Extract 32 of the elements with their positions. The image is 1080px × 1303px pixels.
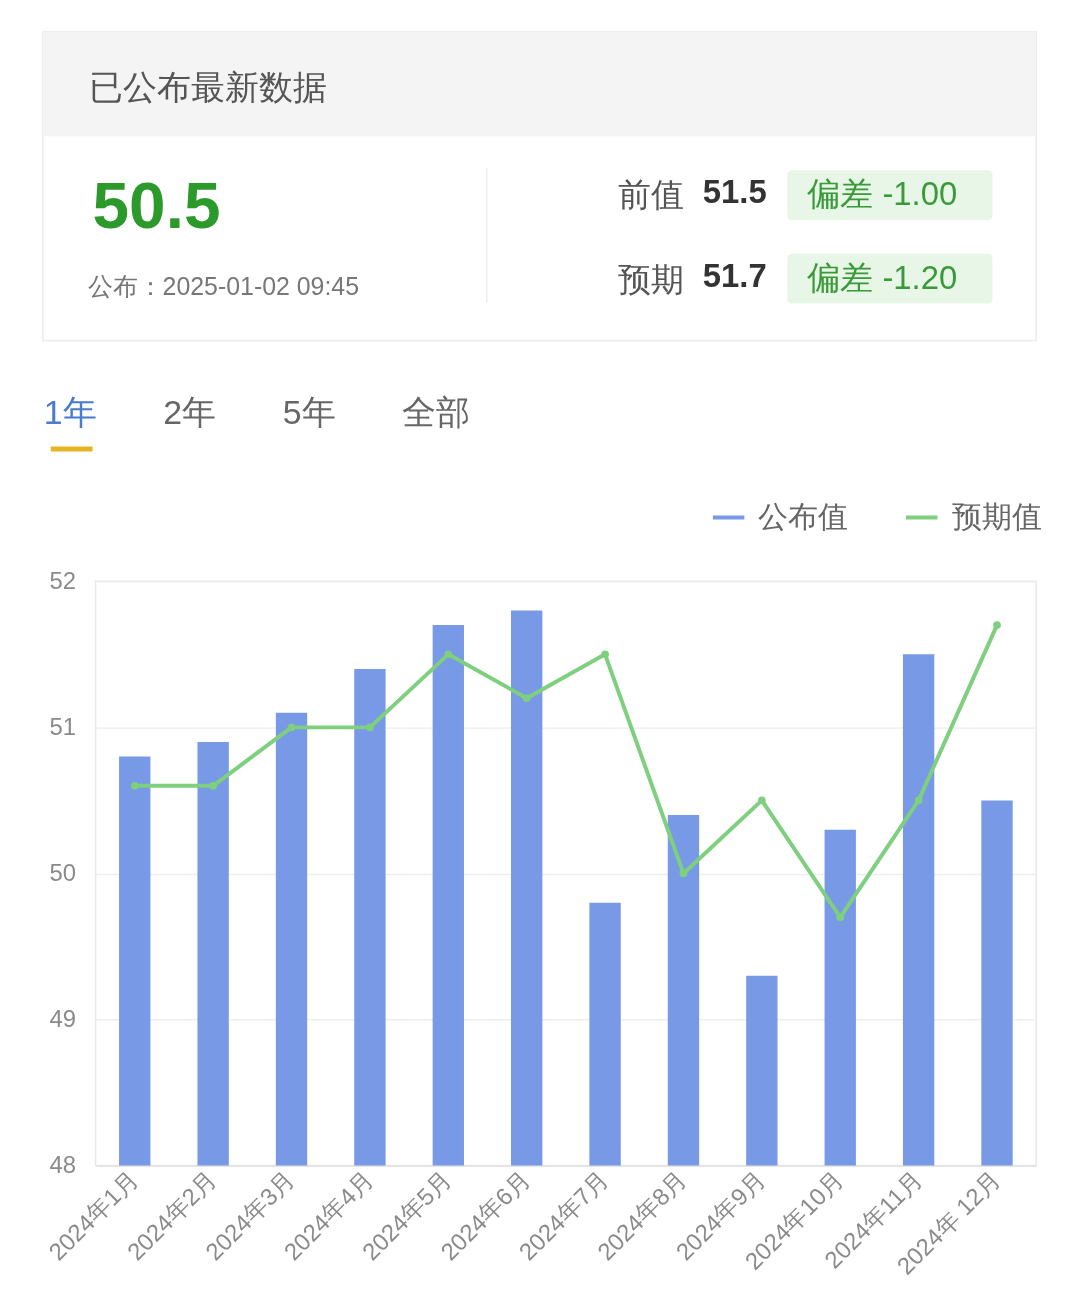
y-tick-label: 52 (49, 566, 77, 594)
text: 预期 (618, 260, 685, 298)
text: 50.5 (92, 168, 221, 242)
text: 已公布最新数据 (88, 67, 327, 106)
text: 前值 (618, 176, 685, 214)
point (836, 913, 845, 922)
point (522, 694, 531, 703)
y-tick-label: 49 (49, 1004, 77, 1032)
point (287, 723, 296, 732)
text: 2年 (163, 393, 217, 432)
text: 5年 (282, 393, 336, 432)
legend-label: 预期值 (951, 499, 1042, 533)
text: 偏差 -1.00 (807, 175, 958, 213)
text: 1年 (43, 393, 97, 432)
point (679, 869, 688, 878)
legend-label: 公布值 (758, 499, 849, 533)
point (209, 781, 217, 790)
point (993, 621, 1001, 629)
point (914, 796, 923, 805)
point (757, 796, 766, 805)
point (130, 781, 139, 790)
point (366, 723, 374, 732)
y-tick-label: 48 (49, 1151, 77, 1179)
text: 公布：2025-01-02 09:45 (87, 271, 359, 300)
text: 51.5 (702, 173, 767, 211)
y-tick-label: 51 (49, 712, 77, 740)
text: 51.7 (702, 256, 767, 294)
point (601, 650, 609, 659)
text: 偏差 -1.20 (807, 258, 958, 296)
y-tick-label: 50 (49, 858, 77, 886)
point (444, 650, 453, 659)
text: 全部 (402, 393, 471, 432)
